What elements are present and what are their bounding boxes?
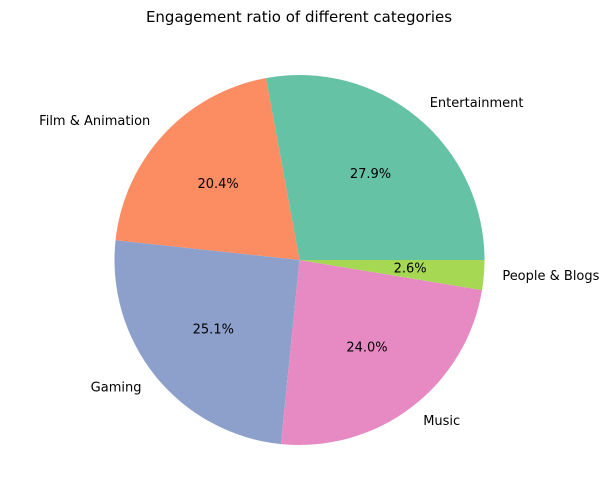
slice-label-people-and-blogs: People & Blogs xyxy=(502,269,599,284)
slice-label-gaming: Gaming xyxy=(91,381,142,396)
chart-title: Engagement ratio of different categories xyxy=(146,8,452,26)
pie-slice-people-and-blogs xyxy=(299,260,485,291)
pie-slice-entertainment xyxy=(265,74,485,260)
slice-percent-music: 24.0% xyxy=(346,341,387,356)
slice-label-entertainment: Entertainment xyxy=(430,96,524,111)
slice-label-film-and-animation: Film & Animation xyxy=(39,114,150,129)
pie-slice-gaming xyxy=(114,240,300,445)
slice-label-music: Music xyxy=(423,414,460,429)
slice-percent-people-and-blogs: 2.6% xyxy=(394,262,427,277)
slice-percent-gaming: 25.1% xyxy=(193,322,234,337)
pie-slices xyxy=(114,74,485,445)
pie-slice-film-and-animation xyxy=(115,78,300,260)
slice-percent-entertainment: 27.9% xyxy=(350,167,391,182)
slice-percent-film-and-animation: 20.4% xyxy=(197,177,238,192)
pie-slice-music xyxy=(280,260,483,445)
pie-labels: Entertainment 27.9% Film & Animation 20.4% G… xyxy=(39,96,599,429)
